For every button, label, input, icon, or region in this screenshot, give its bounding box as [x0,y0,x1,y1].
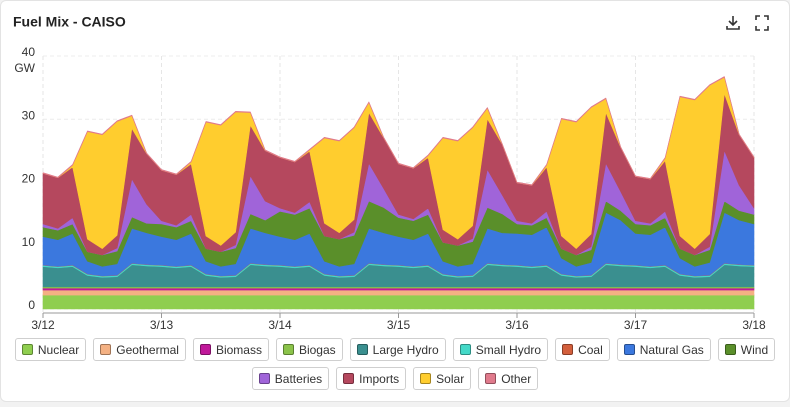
legend-swatch [724,344,736,355]
legend-item[interactable]: Natural Gas [616,338,711,361]
legend-item[interactable]: Other [478,367,539,390]
legend-item[interactable]: Coal [555,338,610,361]
x-tick-label: 3/18 [742,318,766,332]
legend-label: Imports [359,371,400,386]
x-tick-label: 3/17 [624,318,648,332]
legend-item[interactable]: Large Hydro [349,338,446,361]
legend-label: Nuclear [37,342,80,357]
download-icon[interactable] [726,16,740,30]
legend-row: Nuclear Geothermal Biomass Biogas Large Hydr… [1,338,789,361]
area [42,76,755,186]
legend-item[interactable]: Solar [413,367,472,390]
legend-item[interactable]: Biomass [192,338,269,361]
legend-swatch [343,373,355,384]
chart-title: Fuel Mix - CAISO [13,14,126,30]
legend-item[interactable]: Imports [336,367,407,390]
legend-label: Other [501,371,532,386]
legend-swatch [258,373,270,384]
y-unit: GW [14,61,35,75]
legend-swatch [21,344,33,355]
legend-label: Biogas [298,342,336,357]
legend-label: Coal [578,342,603,357]
legend-label: Batteries [274,371,323,386]
legend: Nuclear Geothermal Biomass Biogas Large Hydr… [1,338,789,396]
legend-label: Geothermal [116,342,179,357]
legend-label: Small Hydro [475,342,542,357]
x-tick-label: 3/13 [150,318,174,332]
y-tick-label: 40 [22,45,36,59]
legend-label: Solar [436,371,465,386]
area [42,294,755,310]
legend-item[interactable]: Biogas [275,338,343,361]
legend-label: Large Hydro [372,342,439,357]
area [42,289,755,296]
legend-swatch [420,373,432,384]
legend-label: Biomass [215,342,262,357]
legend-item[interactable]: Geothermal [93,338,186,361]
fullscreen-icon[interactable] [755,15,769,31]
legend-row: Batteries Imports Solar Other [1,367,789,390]
y-tick-label: 30 [22,108,36,122]
legend-swatch [485,373,497,384]
legend-swatch [199,344,211,355]
legend-swatch [562,344,574,355]
area [42,264,755,288]
legend-swatch [459,344,471,355]
legend-item[interactable]: Small Hydro [452,338,549,361]
legend-swatch [623,344,635,355]
legend-item[interactable]: Batteries [251,367,330,390]
x-tick-label: 3/14 [268,318,292,332]
legend-swatch [356,344,368,355]
chart: Fuel Mix - CAISO GW 0 10 20 30 40 3/12 3/13 3/1… [13,14,769,332]
legend-item[interactable]: Wind [717,338,776,361]
y-tick-label: 10 [22,235,36,249]
x-tick-label: 3/12 [31,318,55,332]
x-tick-label: 3/16 [505,318,529,332]
y-tick-label: 0 [28,298,35,312]
x-tick-label: 3/15 [387,318,411,332]
legend-label: Wind [740,342,769,357]
legend-label: Natural Gas [639,342,704,357]
legend-swatch [100,344,112,355]
legend-swatch [282,344,294,355]
legend-item[interactable]: Nuclear [14,338,87,361]
y-tick-label: 20 [22,172,36,186]
